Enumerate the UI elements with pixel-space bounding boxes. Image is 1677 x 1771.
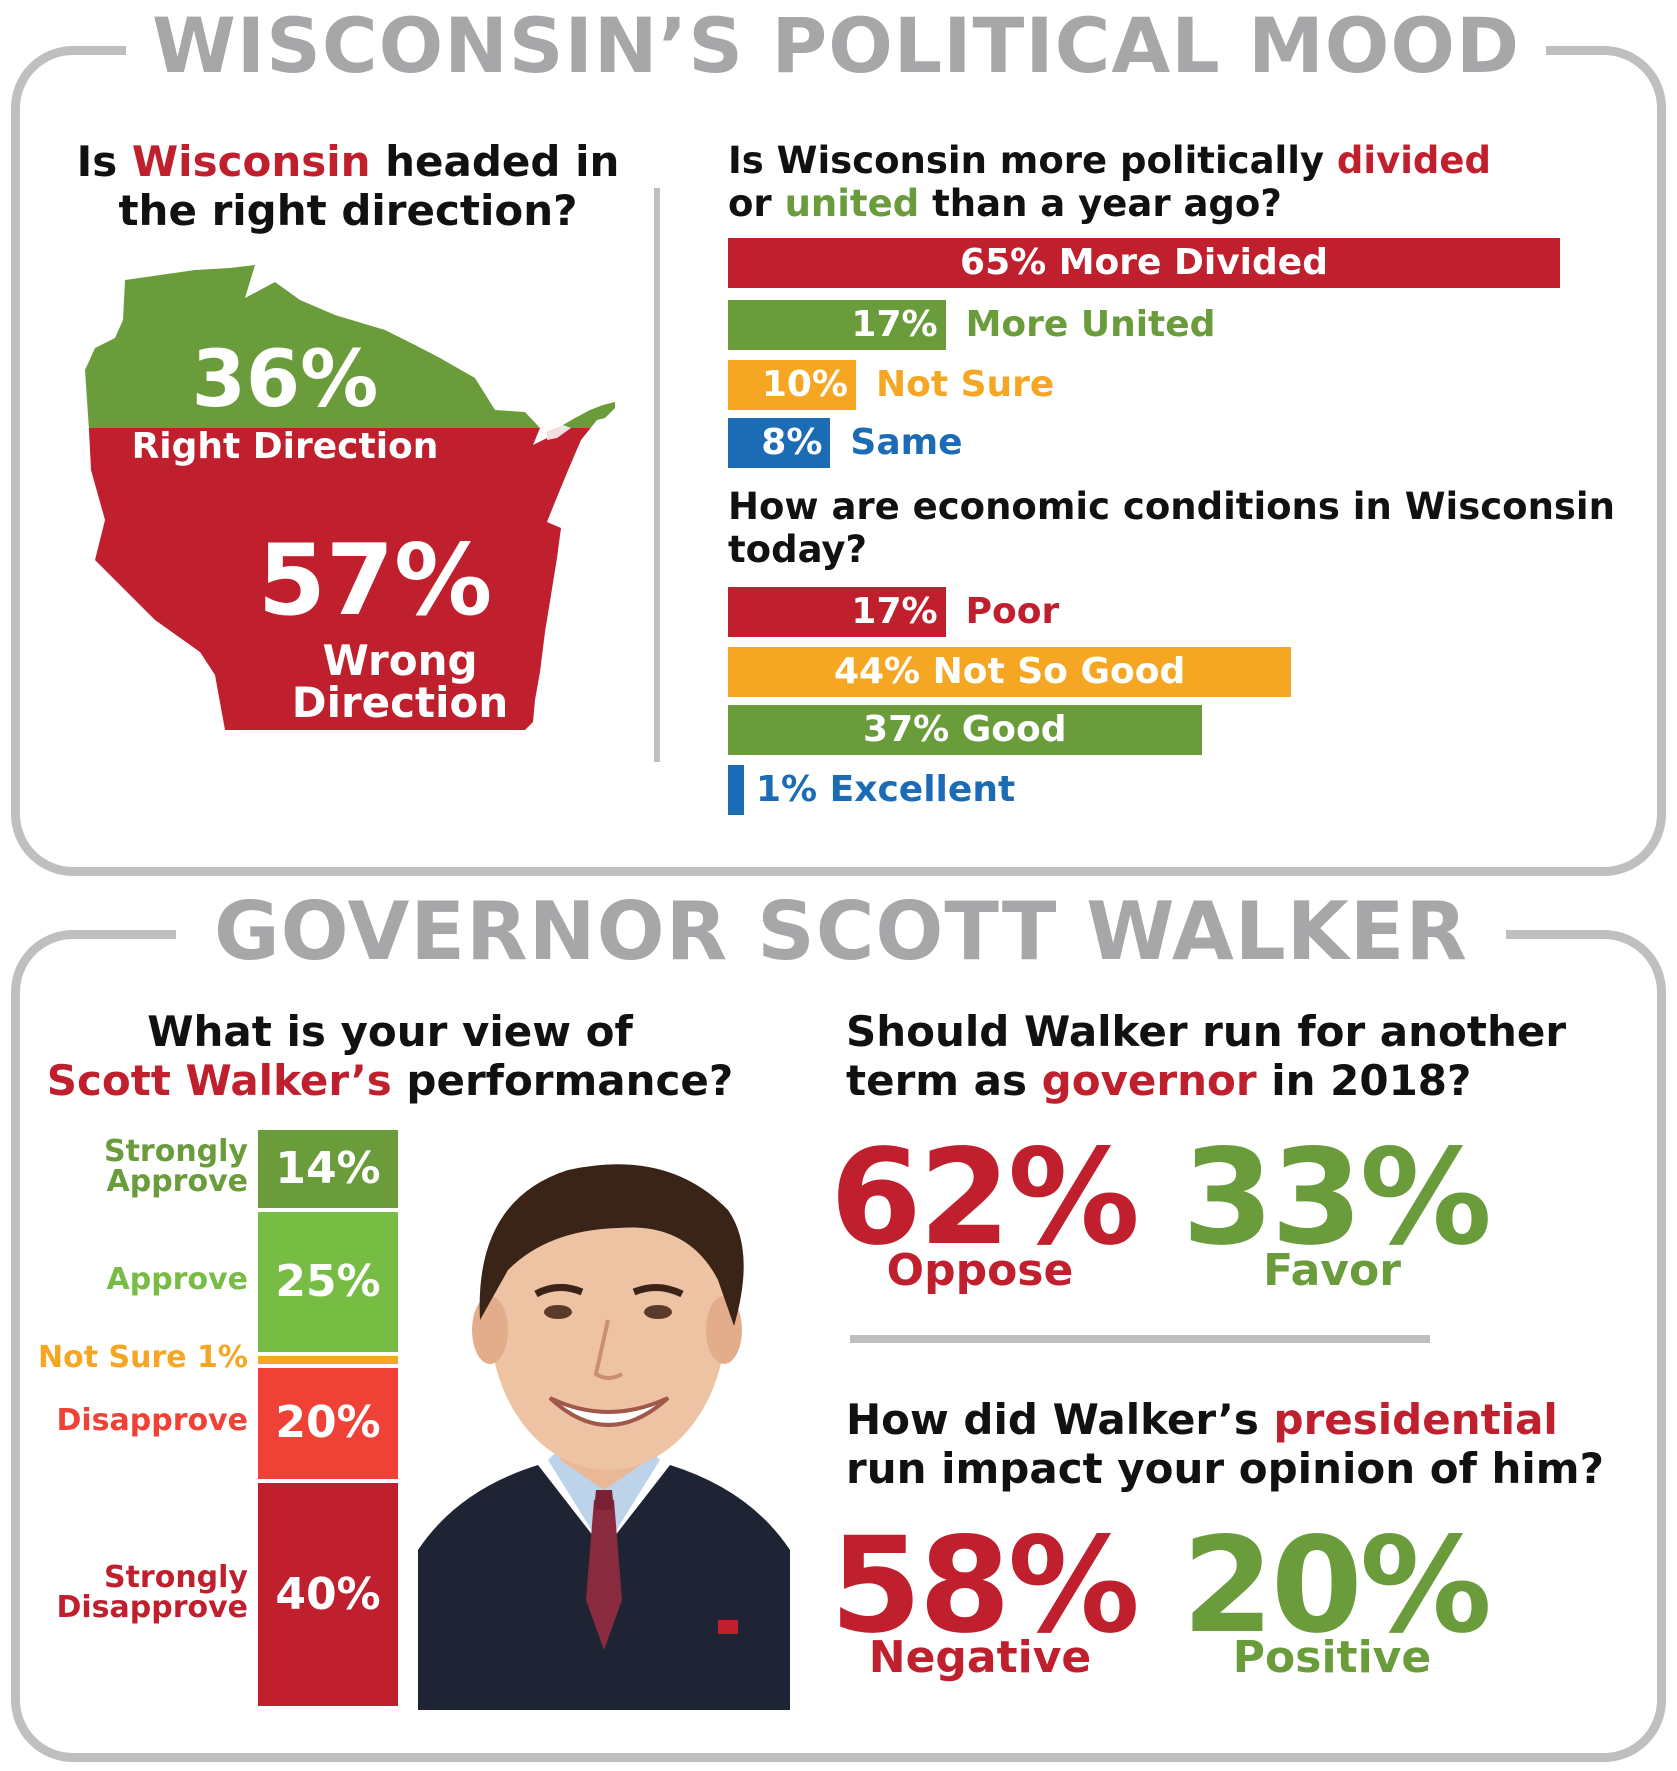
approval-category-3: Disapprove xyxy=(56,1403,248,1439)
divided-question-united: united xyxy=(784,181,920,225)
divided-category-3: Same xyxy=(850,422,963,463)
presidential-question: How did Walker’s presidential run impact… xyxy=(846,1395,1646,1493)
rerun-question-pre: Should Walker run for another term as xyxy=(846,1007,1567,1105)
divided-question-mid: or xyxy=(728,181,785,225)
divided-bar-more-divided: 65% More Divided xyxy=(728,238,1560,288)
economy-label-1: 44% Not So Good xyxy=(833,651,1186,692)
divided-question-divided: divided xyxy=(1336,139,1491,182)
favor-percent: 33% xyxy=(1182,1121,1492,1275)
performance-question-name: Scott Walker’s xyxy=(46,1055,392,1105)
governor-walker-title: GOVERNOR SCOTT WALKER xyxy=(176,882,1506,982)
favor-label: Favor xyxy=(1263,1245,1401,1296)
economy-bar-good: 37% Good xyxy=(728,705,1202,755)
negative-label: Negative xyxy=(868,1632,1092,1683)
performance-question: What is your view of Scott Walker’s perfo… xyxy=(20,1007,760,1105)
economy-bar-excellent: 1% Excellent xyxy=(728,765,1015,815)
approval-segment-disapprove xyxy=(258,1367,398,1480)
wrong-direction-percent: 57% xyxy=(257,524,493,638)
approval-segment-not-sure xyxy=(258,1355,398,1364)
divided-question: Is Wisconsin more politically divided or… xyxy=(728,139,1628,226)
divided-bar-same: 8% Same xyxy=(728,418,963,468)
divided-question-pre: Is Wisconsin more politically xyxy=(728,139,1337,182)
direction-question-post: headed in the right direction? xyxy=(118,137,620,235)
economy-category-3: 1% Excellent xyxy=(756,769,1016,810)
approval-value-1: 25% xyxy=(275,1255,381,1307)
presidential-question-pre: How did Walker’s xyxy=(846,1395,1274,1444)
approval-category-1: Approve xyxy=(106,1261,248,1297)
divided-question-post: than a year ago? xyxy=(919,181,1282,225)
right-direction-percent: 36% xyxy=(191,335,379,425)
oppose-label: Oppose xyxy=(886,1245,1074,1296)
political-mood-title: WISCONSIN’S POLITICAL MOOD xyxy=(126,0,1546,92)
approval-category-2: Not Sure 1% xyxy=(38,1339,248,1375)
horizontal-divider xyxy=(850,1335,1430,1343)
divided-bar-not-sure: 10% Not Sure xyxy=(728,360,1054,410)
direction-question: Is Wisconsin headed in the right directi… xyxy=(48,137,648,235)
rerun-question-post: in 2018? xyxy=(1256,1055,1472,1105)
economy-bar-poor: 17% Poor xyxy=(728,587,1059,637)
performance-question-line1: What is your view of xyxy=(147,1007,633,1056)
oppose-percent: 62% xyxy=(830,1121,1140,1275)
wrong-direction-label: Wrong Direction xyxy=(291,636,509,727)
approval-segment-strongly-approve xyxy=(258,1130,398,1209)
divided-label-0: 65% More Divided xyxy=(960,242,1328,283)
divided-value-2: 10% xyxy=(761,364,848,405)
approval-category-4: Strongly Disapprove xyxy=(56,1559,248,1625)
economy-question: How are economic conditions in Wisconsin… xyxy=(728,485,1615,571)
negative-percent: 58% xyxy=(830,1509,1140,1663)
right-direction-label: Right Direction xyxy=(131,426,439,467)
divided-bar-more-united: 17% More United xyxy=(728,300,1215,350)
divided-value-3: 8% xyxy=(761,422,823,463)
direction-question-highlight: Wisconsin xyxy=(131,137,371,186)
approval-segment-strongly-disapprove xyxy=(258,1483,398,1707)
scott-walker-portrait xyxy=(418,1130,790,1710)
divided-category-1: More United xyxy=(965,304,1216,345)
economy-value-0: 17% xyxy=(851,591,938,632)
rerun-question-highlight: governor xyxy=(1041,1055,1257,1105)
performance-question-post: performance? xyxy=(391,1055,734,1105)
approval-category-0: Strongly Approve xyxy=(103,1134,248,1200)
presidential-question-highlight: presidential xyxy=(1273,1395,1558,1444)
wisconsin-map xyxy=(85,265,615,730)
divided-value-1: 17% xyxy=(851,304,938,345)
approval-segment-approve xyxy=(258,1212,398,1352)
economy-label-2: 37% Good xyxy=(863,709,1067,750)
approval-value-3: 20% xyxy=(275,1397,381,1449)
economy-bar-not-so-good: 44% Not So Good xyxy=(728,647,1292,697)
positive-label: Positive xyxy=(1232,1632,1432,1683)
divided-category-2: Not Sure xyxy=(876,364,1055,405)
economy-category-0: Poor xyxy=(965,591,1060,632)
rerun-question: Should Walker run for another term as go… xyxy=(846,1007,1646,1105)
direction-question-pre: Is xyxy=(76,137,132,186)
performance-stacked-chart: 14% Strongly Approve 25% Approve Not Sure 1% 2… xyxy=(38,1130,410,1710)
presidential-question-post: run impact your opinion of him? xyxy=(846,1443,1604,1493)
vertical-divider xyxy=(654,188,660,762)
approval-value-4: 40% xyxy=(275,1568,381,1620)
approval-value-0: 14% xyxy=(275,1143,381,1195)
positive-percent: 20% xyxy=(1182,1509,1492,1663)
